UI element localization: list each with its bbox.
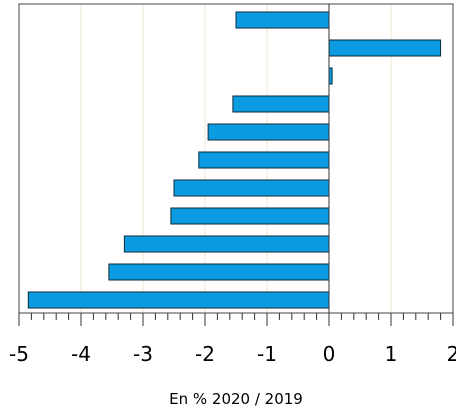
bar	[235, 11, 330, 29]
plot-frame	[18, 3, 454, 314]
bar	[173, 179, 330, 197]
x-tick-label: 1	[385, 342, 398, 366]
bar	[207, 123, 330, 141]
x-axis-title: En % 2020 / 2019	[169, 390, 303, 408]
bar	[123, 235, 330, 253]
bar	[27, 291, 330, 309]
x-tick-label: -4	[71, 342, 91, 366]
bar	[108, 263, 330, 281]
bars	[27, 11, 442, 309]
x-tick-label: -2	[195, 342, 215, 366]
bar	[170, 207, 330, 225]
x-tick-label: -3	[133, 342, 153, 366]
bar	[328, 39, 442, 57]
x-axis-ticks	[18, 313, 454, 326]
bar	[232, 95, 330, 113]
x-axis-tick-labels: -5 -4 -3 -2 -1 0 1 2	[9, 342, 456, 366]
x-tick-label: -5	[9, 342, 29, 366]
x-tick-label: 0	[323, 342, 336, 366]
x-tick-label: -1	[257, 342, 277, 366]
x-tick-label: 2	[447, 342, 456, 366]
bar	[198, 151, 330, 169]
